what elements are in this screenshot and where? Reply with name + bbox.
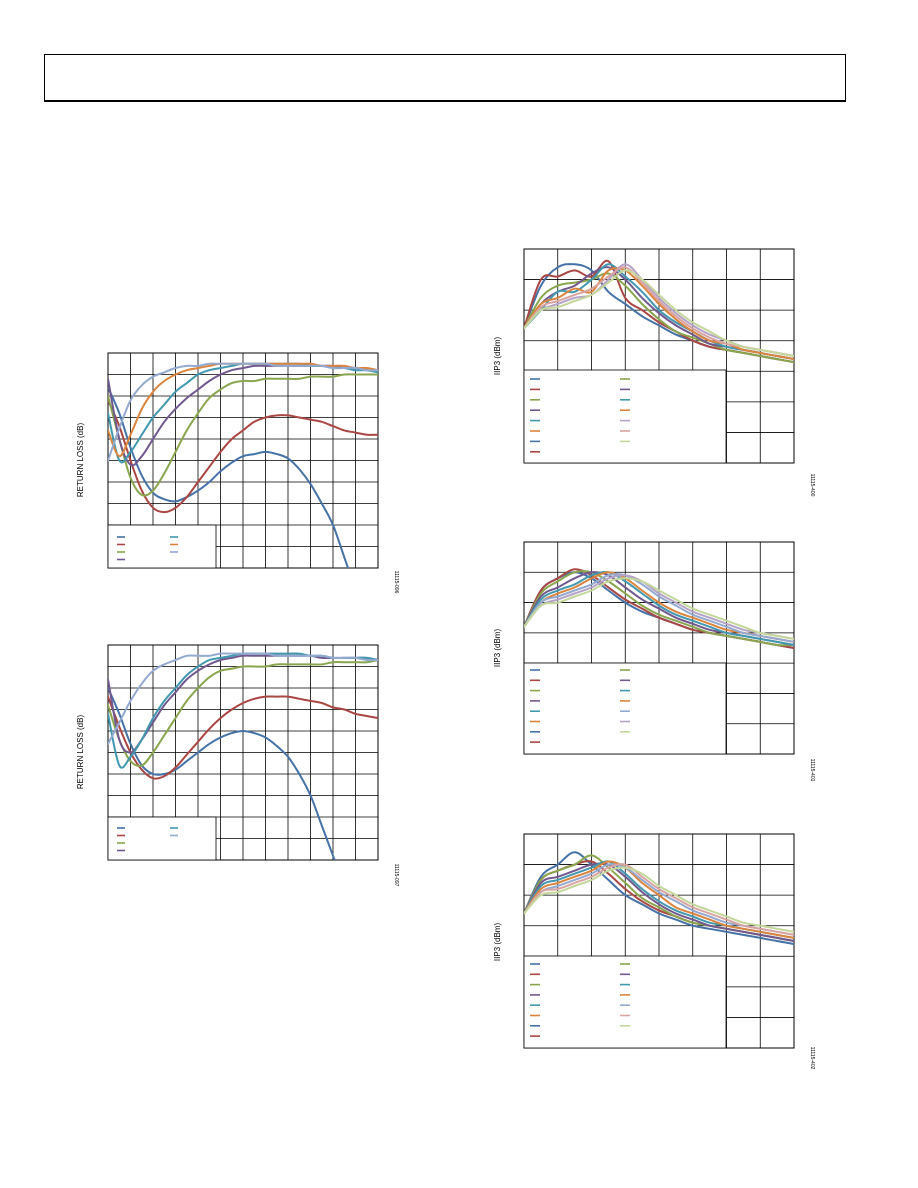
series-group [108,652,378,860]
series-line-3 [524,570,794,647]
series-line-1 [108,386,350,568]
y-axis-label: IIP3 (dBm) [493,337,502,376]
legend-box [523,662,727,755]
gridlines [108,645,378,860]
figure-id: 11115-097 [393,864,399,887]
y-axis-label: RETURN LOSS (dB) [76,423,85,498]
series-line-3 [108,659,378,767]
series-line-9 [524,269,794,357]
legend-box [523,955,727,1049]
y-axis-label: IIP3 (dBm) [493,923,502,962]
series-line-1 [108,687,336,860]
iip3-chart-2: IIP3 (dBm) 11115-401 [493,541,815,782]
figure-id: 11115-402 [809,1047,815,1070]
series-line-6 [524,267,794,361]
series-line-4 [524,862,794,942]
series-line-2 [108,399,378,514]
series-group [524,568,794,649]
series-line-6 [108,652,378,745]
return-loss-chart-2: RETURN LOSS (dB) 11115-097 [76,644,399,887]
y-axis-label: RETURN LOSS (dB) [76,715,85,790]
series-line-8 [524,863,794,936]
series-group [524,259,794,364]
series-line-9 [524,866,794,933]
series-line-9 [524,577,794,640]
series-line-7 [108,362,378,462]
series-line-5 [524,571,794,646]
iip3-chart-3: IIP3 (dBm) 11115-402 [493,833,815,1070]
series-line-7 [524,573,794,643]
series-line-3 [524,272,794,364]
return-loss-chart-1: RETURN LOSS (dB) 11115-096 [76,352,399,594]
series-line-1 [524,851,794,946]
legend-box [523,369,727,464]
legend-box [107,524,217,569]
legend-box [107,816,217,861]
y-axis-label: IIP3 (dBm) [493,629,502,668]
series-line-8 [524,574,794,640]
series-group [524,851,794,946]
figure-id: 11115-400 [809,474,815,497]
series-line-6 [524,860,794,939]
figure-id: 11115-401 [809,759,815,782]
series-line-2 [108,695,378,780]
figure-id: 11115-096 [393,571,399,594]
gridlines [524,542,794,754]
series-group [108,362,378,568]
page-header [44,54,846,102]
series-line-3 [108,373,378,497]
iip3-chart-1: IIP3 (dBm) 11115-400 [493,248,815,497]
